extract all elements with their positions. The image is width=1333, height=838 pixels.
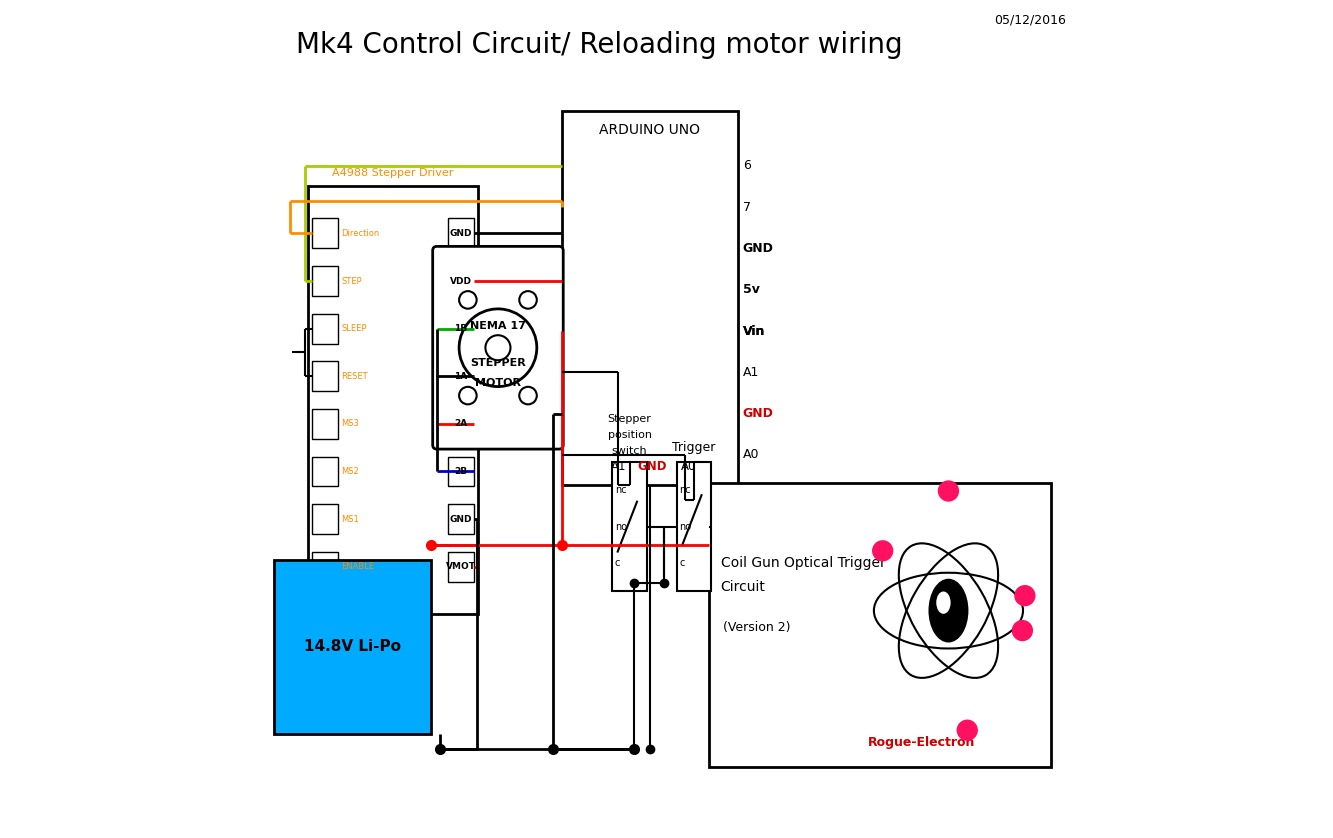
Text: Direction: Direction: [341, 229, 380, 238]
Bar: [448, 504, 473, 534]
Text: c: c: [615, 558, 620, 568]
Bar: [677, 462, 712, 592]
Text: Circuit: Circuit: [721, 581, 765, 594]
Text: 14.8V Li-Po: 14.8V Li-Po: [304, 639, 401, 654]
Text: A1: A1: [611, 460, 627, 473]
Text: NEMA 17: NEMA 17: [471, 321, 527, 331]
Bar: [709, 483, 1050, 767]
Text: VMOT: VMOT: [445, 562, 476, 572]
Text: Vin: Vin: [742, 324, 765, 338]
Text: GND: GND: [449, 515, 472, 524]
Circle shape: [872, 541, 893, 561]
Text: Mk4 Control Circuit/ Reloading motor wiring: Mk4 Control Circuit/ Reloading motor wir…: [296, 31, 902, 59]
Text: Vin: Vin: [742, 324, 765, 338]
Text: MOTOR: MOTOR: [475, 378, 521, 388]
Bar: [312, 457, 339, 486]
Bar: [448, 361, 473, 391]
Circle shape: [459, 309, 537, 386]
Circle shape: [1012, 620, 1033, 641]
Text: position: position: [608, 430, 652, 440]
Text: (Version 2): (Version 2): [724, 621, 790, 634]
Text: 7: 7: [742, 200, 750, 214]
Bar: [612, 462, 647, 592]
Text: A1: A1: [742, 366, 758, 379]
Circle shape: [485, 335, 511, 360]
Text: switch: switch: [612, 446, 648, 456]
Bar: [312, 551, 339, 582]
Text: nc: nc: [680, 485, 690, 495]
Bar: [448, 266, 473, 296]
Text: 1A: 1A: [455, 372, 468, 380]
Text: A0: A0: [681, 460, 696, 473]
Text: A4988 Stepper Driver: A4988 Stepper Driver: [332, 168, 453, 178]
Text: 2A: 2A: [455, 419, 468, 428]
Text: 1B: 1B: [455, 324, 468, 334]
Text: MS1: MS1: [341, 515, 360, 524]
Circle shape: [938, 480, 960, 502]
FancyBboxPatch shape: [433, 246, 564, 449]
Text: nc: nc: [615, 485, 627, 495]
Bar: [308, 186, 477, 614]
Text: A0: A0: [742, 448, 758, 462]
Text: c: c: [680, 558, 685, 568]
Bar: [563, 111, 737, 484]
Ellipse shape: [929, 579, 969, 643]
Bar: [312, 504, 339, 534]
Bar: [448, 457, 473, 486]
Circle shape: [459, 387, 477, 405]
Circle shape: [1014, 585, 1036, 607]
Text: MS2: MS2: [341, 467, 360, 476]
Text: RESET: RESET: [341, 372, 368, 380]
Bar: [312, 409, 339, 439]
Bar: [448, 409, 473, 439]
Circle shape: [520, 291, 537, 308]
Text: no: no: [680, 521, 692, 531]
Bar: [448, 551, 473, 582]
Ellipse shape: [936, 592, 950, 613]
Text: Coil Gun Optical Trigger: Coil Gun Optical Trigger: [721, 556, 885, 570]
Text: VDD: VDD: [449, 277, 472, 286]
Circle shape: [957, 720, 978, 741]
Text: MS3: MS3: [341, 419, 360, 428]
Text: STEP: STEP: [341, 277, 363, 286]
Text: no: no: [615, 521, 627, 531]
Text: GND: GND: [742, 407, 773, 420]
Circle shape: [459, 291, 477, 308]
Bar: [448, 219, 473, 248]
Text: ARDUINO UNO: ARDUINO UNO: [600, 123, 700, 137]
Bar: [448, 313, 473, 344]
Text: 2B: 2B: [455, 467, 468, 476]
Text: STEPPER: STEPPER: [471, 358, 525, 368]
Text: Trigger: Trigger: [672, 441, 716, 454]
Bar: [312, 361, 339, 391]
Bar: [312, 266, 339, 296]
Circle shape: [520, 387, 537, 405]
Text: 05/12/2016: 05/12/2016: [994, 14, 1066, 27]
Text: GND: GND: [637, 460, 666, 473]
Bar: [275, 560, 431, 734]
Text: GND: GND: [449, 229, 472, 238]
Text: GND: GND: [742, 242, 773, 255]
Bar: [312, 313, 339, 344]
Text: Stepper: Stepper: [608, 414, 652, 424]
Bar: [312, 219, 339, 248]
Text: 6: 6: [742, 159, 750, 173]
Text: ENABLE: ENABLE: [341, 562, 375, 572]
Text: Rogue-Electron: Rogue-Electron: [868, 736, 974, 749]
Text: 5v: 5v: [742, 283, 760, 296]
Text: SLEEP: SLEEP: [341, 324, 367, 334]
